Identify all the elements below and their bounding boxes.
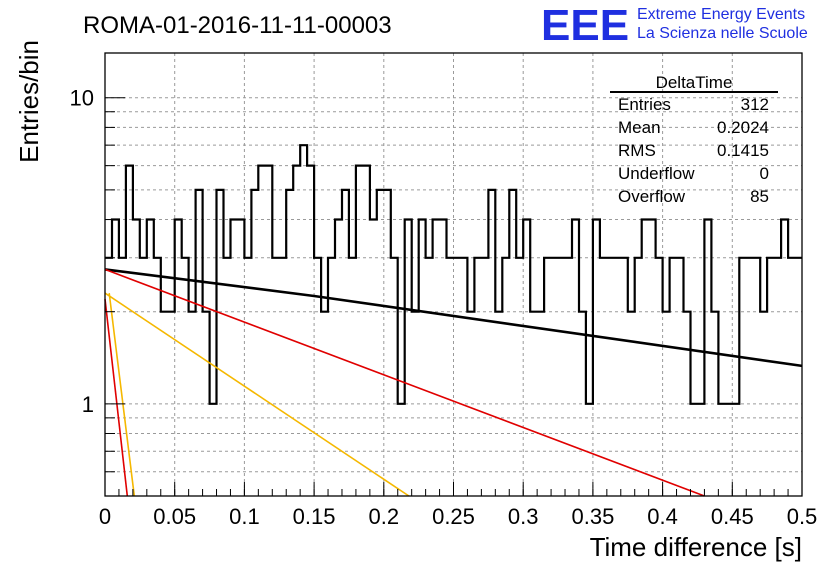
stats-value: 0.1415 [717, 141, 769, 160]
logo-line-1: Extreme Energy Events [637, 6, 805, 23]
x-tick-label: 0.1 [229, 504, 260, 529]
stats-value: 312 [741, 95, 769, 114]
y-tick-label: 1 [82, 392, 94, 417]
x-tick-label: 0.2 [369, 504, 400, 529]
stats-label: RMS [618, 141, 656, 160]
fit-line-3 [104, 298, 129, 497]
plot-frame [104, 52, 803, 497]
x-axis-label: Time difference [s] [590, 532, 802, 562]
stats-label: Mean [618, 118, 661, 137]
x-tick-label: 0.05 [153, 504, 196, 529]
stats-value: 0.2024 [717, 118, 769, 137]
y-axis-label: Entries/bin [14, 40, 44, 163]
fit-line-0 [104, 268, 803, 368]
logo-line-2: La Scienza nelle Scuole [637, 25, 808, 42]
x-tick-label: 0.45 [711, 504, 754, 529]
x-tick-label: 0 [99, 504, 111, 529]
stats-rows: Entries 312 Mean 0.2024 RMS 0.1415 Underflow 0 O… [618, 95, 769, 206]
stats-value: 85 [750, 187, 769, 206]
fit-line-1 [104, 268, 705, 497]
eee-logo: EEE [541, 1, 629, 50]
stats-label: Underflow [618, 164, 695, 183]
stats-box: DeltaTime Entries 312 Mean 0.2024 RMS 0.1415 U… [610, 73, 778, 206]
grid-lines [105, 53, 802, 496]
histogram-layer [105, 144, 802, 405]
x-tick-label: 0.25 [432, 504, 475, 529]
x-tick-label: 0.35 [571, 504, 614, 529]
stats-label: Entries [618, 95, 671, 114]
x-tick-label: 0.5 [787, 504, 818, 529]
histogram-step [105, 144, 802, 405]
x-tick-label: 0.15 [293, 504, 336, 529]
fit-line-4 [108, 293, 136, 497]
fit-line-2 [104, 292, 410, 497]
x-tick-label: 0.3 [508, 504, 539, 529]
stats-value: 0 [760, 164, 769, 183]
chart-title: ROMA-01-2016-11-11-00003 [83, 12, 392, 39]
x-tick-label: 0.4 [647, 504, 678, 529]
fit-lines-layer [104, 268, 803, 497]
stats-title: DeltaTime [656, 73, 733, 92]
axis-ticks: 0 0.05 0.1 0.15 0.2 0.25 0.3 0.35 0.4 0.45 0.5 1 10 [70, 86, 818, 529]
stats-label: Overflow [618, 187, 686, 206]
y-tick-label: 10 [70, 86, 94, 111]
